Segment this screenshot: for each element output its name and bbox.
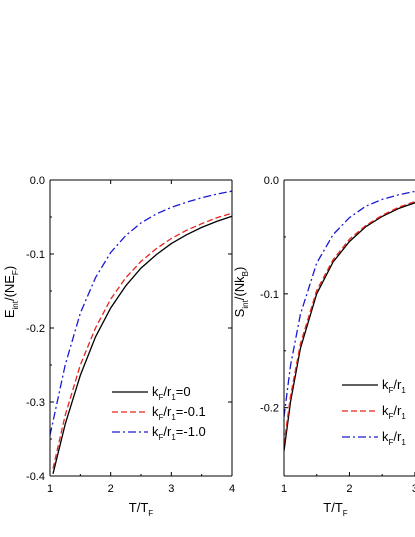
- y-axis-label: Sint/(NkB): [232, 267, 250, 318]
- series-line-2: [52, 212, 233, 469]
- y-axis-label: Eint/(NEF): [2, 266, 20, 318]
- x-axis-label: T/TF: [129, 500, 154, 518]
- energy-panel: 1 2 3 4 -0.4 -0.3 -0.2 -0.1 0.0 T/TF Eint/(NEF) kF/…: [2, 175, 235, 518]
- x-axis-label: T/TF: [323, 500, 348, 518]
- x-tick-label: 1: [47, 483, 53, 495]
- y-tick-label: -0.1: [260, 289, 279, 301]
- x-tick-label: 4: [229, 483, 235, 495]
- legend-label-2: kF/r1: [382, 403, 406, 421]
- y-tick-label: -0.4: [26, 471, 45, 483]
- series-line-1: [52, 215, 233, 474]
- legend-label-3: kF/r1=-1.0: [152, 424, 206, 442]
- svg-text:Eint/(NEF): Eint/(NEF): [2, 266, 20, 318]
- x-tick-label: 2: [108, 483, 114, 495]
- series-line-1: [284, 202, 415, 452]
- series-line-3: [284, 190, 415, 417]
- y-tick-label: -0.2: [26, 323, 45, 335]
- entropy-panel: 1 2 3 -0.2 -0.1 0.0 T/TF Sint/(NkB) kF/r1 kF/r1 kF…: [232, 175, 415, 518]
- y-tick-label: -0.3: [26, 397, 45, 409]
- x-tick-label: 2: [346, 483, 352, 495]
- legend-label-1: kF/r1=0: [152, 384, 191, 402]
- y-tick-label: 0.0: [264, 175, 279, 187]
- y-tick-label: -0.1: [26, 249, 45, 261]
- y-tick-label: -0.2: [260, 403, 279, 415]
- legend-label-3: kF/r1: [382, 429, 406, 447]
- x-tick-label: 3: [168, 483, 174, 495]
- y-tick-label: 0.0: [30, 175, 45, 187]
- x-tick-label: 1: [281, 483, 287, 495]
- legend-label-1: kF/r1: [382, 377, 406, 395]
- series-line-3: [50, 190, 233, 436]
- series-line-2: [284, 200, 415, 445]
- svg-text:Sint/(NkB): Sint/(NkB): [232, 267, 250, 318]
- x-tick-label: 3: [412, 483, 415, 495]
- legend-label-2: kF/r1=-0.1: [152, 404, 206, 422]
